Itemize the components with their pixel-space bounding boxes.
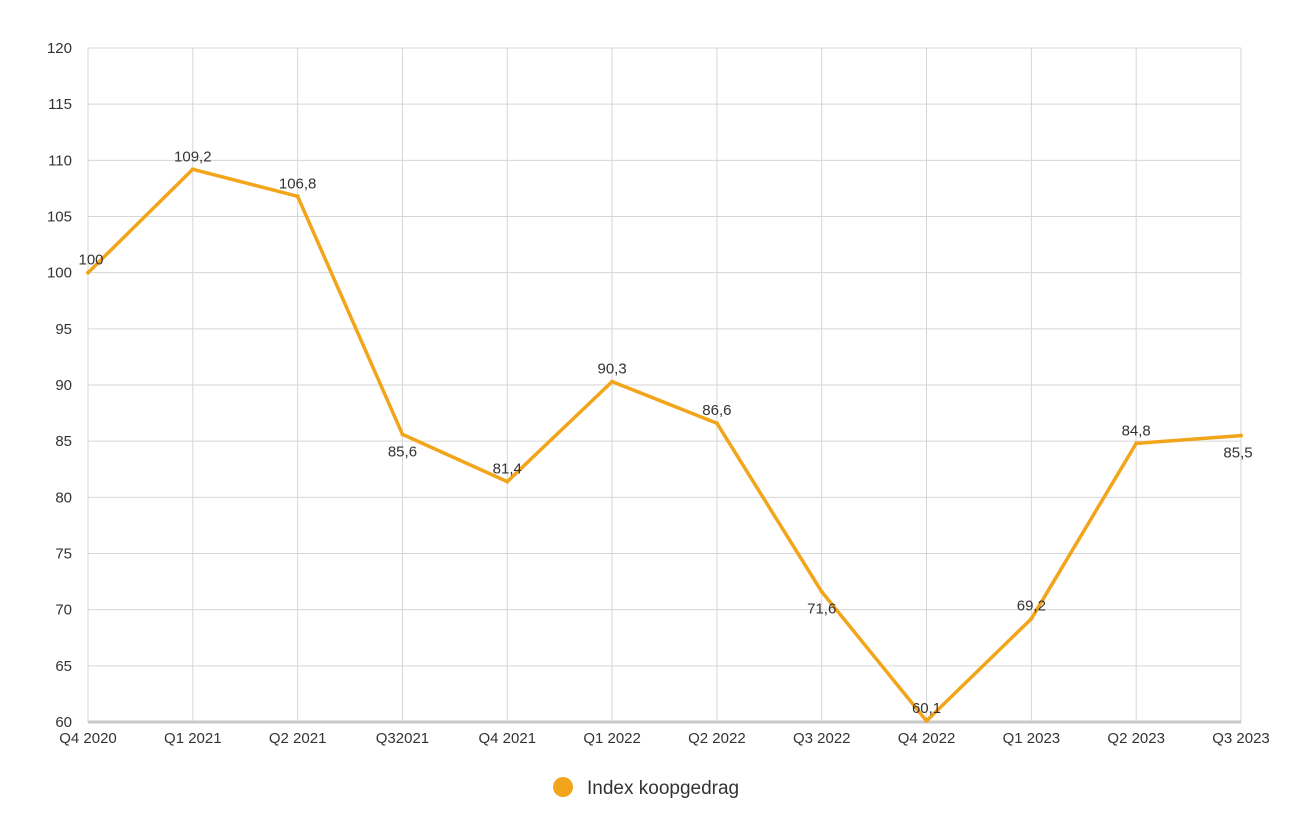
data-label: 71,6 — [807, 601, 836, 618]
data-point — [400, 432, 405, 437]
data-label: 85,5 — [1223, 445, 1252, 462]
data-point — [1239, 433, 1243, 438]
data-label: 85,6 — [388, 443, 417, 460]
y-tick-label: 100 — [47, 265, 72, 282]
x-tick-label: Q1 2021 — [164, 730, 222, 747]
data-label: 109,2 — [174, 148, 212, 165]
x-tick-label: Q3 2022 — [793, 730, 851, 747]
data-label: 81,4 — [493, 461, 522, 478]
x-tick-label: Q1 2023 — [1003, 730, 1061, 747]
data-label: 86,6 — [702, 402, 731, 419]
y-tick-label: 65 — [55, 658, 72, 675]
x-tick-label: Q4 2020 — [59, 730, 117, 747]
x-tick-label: Q4 2022 — [898, 730, 956, 747]
data-point — [505, 479, 510, 484]
y-tick-label: 85 — [55, 433, 72, 450]
y-axis-ticks: 60 65 70 75 80 85 90 95 100 105 110 115 120 — [47, 40, 72, 731]
data-label: 106,8 — [279, 175, 317, 192]
x-axis-ticks: Q4 2020 Q1 2021 Q2 2021 Q32021 Q4 2021 Q1 202… — [59, 730, 1270, 747]
data-label: 100 — [78, 252, 103, 269]
y-tick-label: 110 — [48, 152, 72, 169]
x-tick-label: Q2 2021 — [269, 730, 327, 747]
data-labels: 100 109,2 106,8 85,6 81,4 90,3 86,6 71,6 60,1 69,… — [78, 148, 1252, 717]
x-tick-label: Q4 2021 — [478, 730, 536, 747]
legend-marker — [553, 777, 573, 797]
data-label: 69,2 — [1017, 598, 1046, 615]
y-tick-label: 70 — [55, 602, 72, 619]
series-line — [86, 167, 1243, 723]
data-point — [924, 718, 929, 723]
data-point — [1029, 616, 1034, 621]
data-label: 90,3 — [597, 361, 626, 378]
y-tick-label: 60 — [55, 714, 72, 731]
y-tick-label: 75 — [55, 546, 72, 563]
x-tick-label: Q1 2022 — [583, 730, 641, 747]
y-tick-label: 80 — [55, 489, 72, 506]
y-tick-label: 115 — [48, 96, 72, 113]
data-point — [86, 270, 90, 275]
data-point — [819, 589, 824, 594]
x-tick-label: Q32021 — [376, 730, 429, 747]
y-tick-label: 120 — [47, 40, 72, 57]
data-point — [714, 421, 719, 426]
legend-label: Index koopgedrag — [587, 778, 739, 799]
data-point — [610, 379, 615, 384]
legend: Index koopgedrag — [553, 777, 739, 799]
data-label: 84,8 — [1122, 422, 1151, 439]
x-tick-label: Q2 2022 — [688, 730, 746, 747]
y-tick-label: 95 — [55, 321, 72, 338]
grid-lines — [87, 47, 1242, 724]
data-point — [190, 167, 195, 172]
data-point — [1134, 441, 1139, 446]
x-tick-label: Q2 2023 — [1107, 730, 1165, 747]
data-point — [295, 194, 300, 199]
series-index-koopgedrag — [86, 167, 1243, 723]
x-tick-label: Q3 2023 — [1212, 730, 1270, 747]
y-tick-label: 90 — [55, 377, 72, 394]
y-tick-label: 105 — [47, 209, 72, 226]
data-label: 60,1 — [912, 700, 941, 717]
